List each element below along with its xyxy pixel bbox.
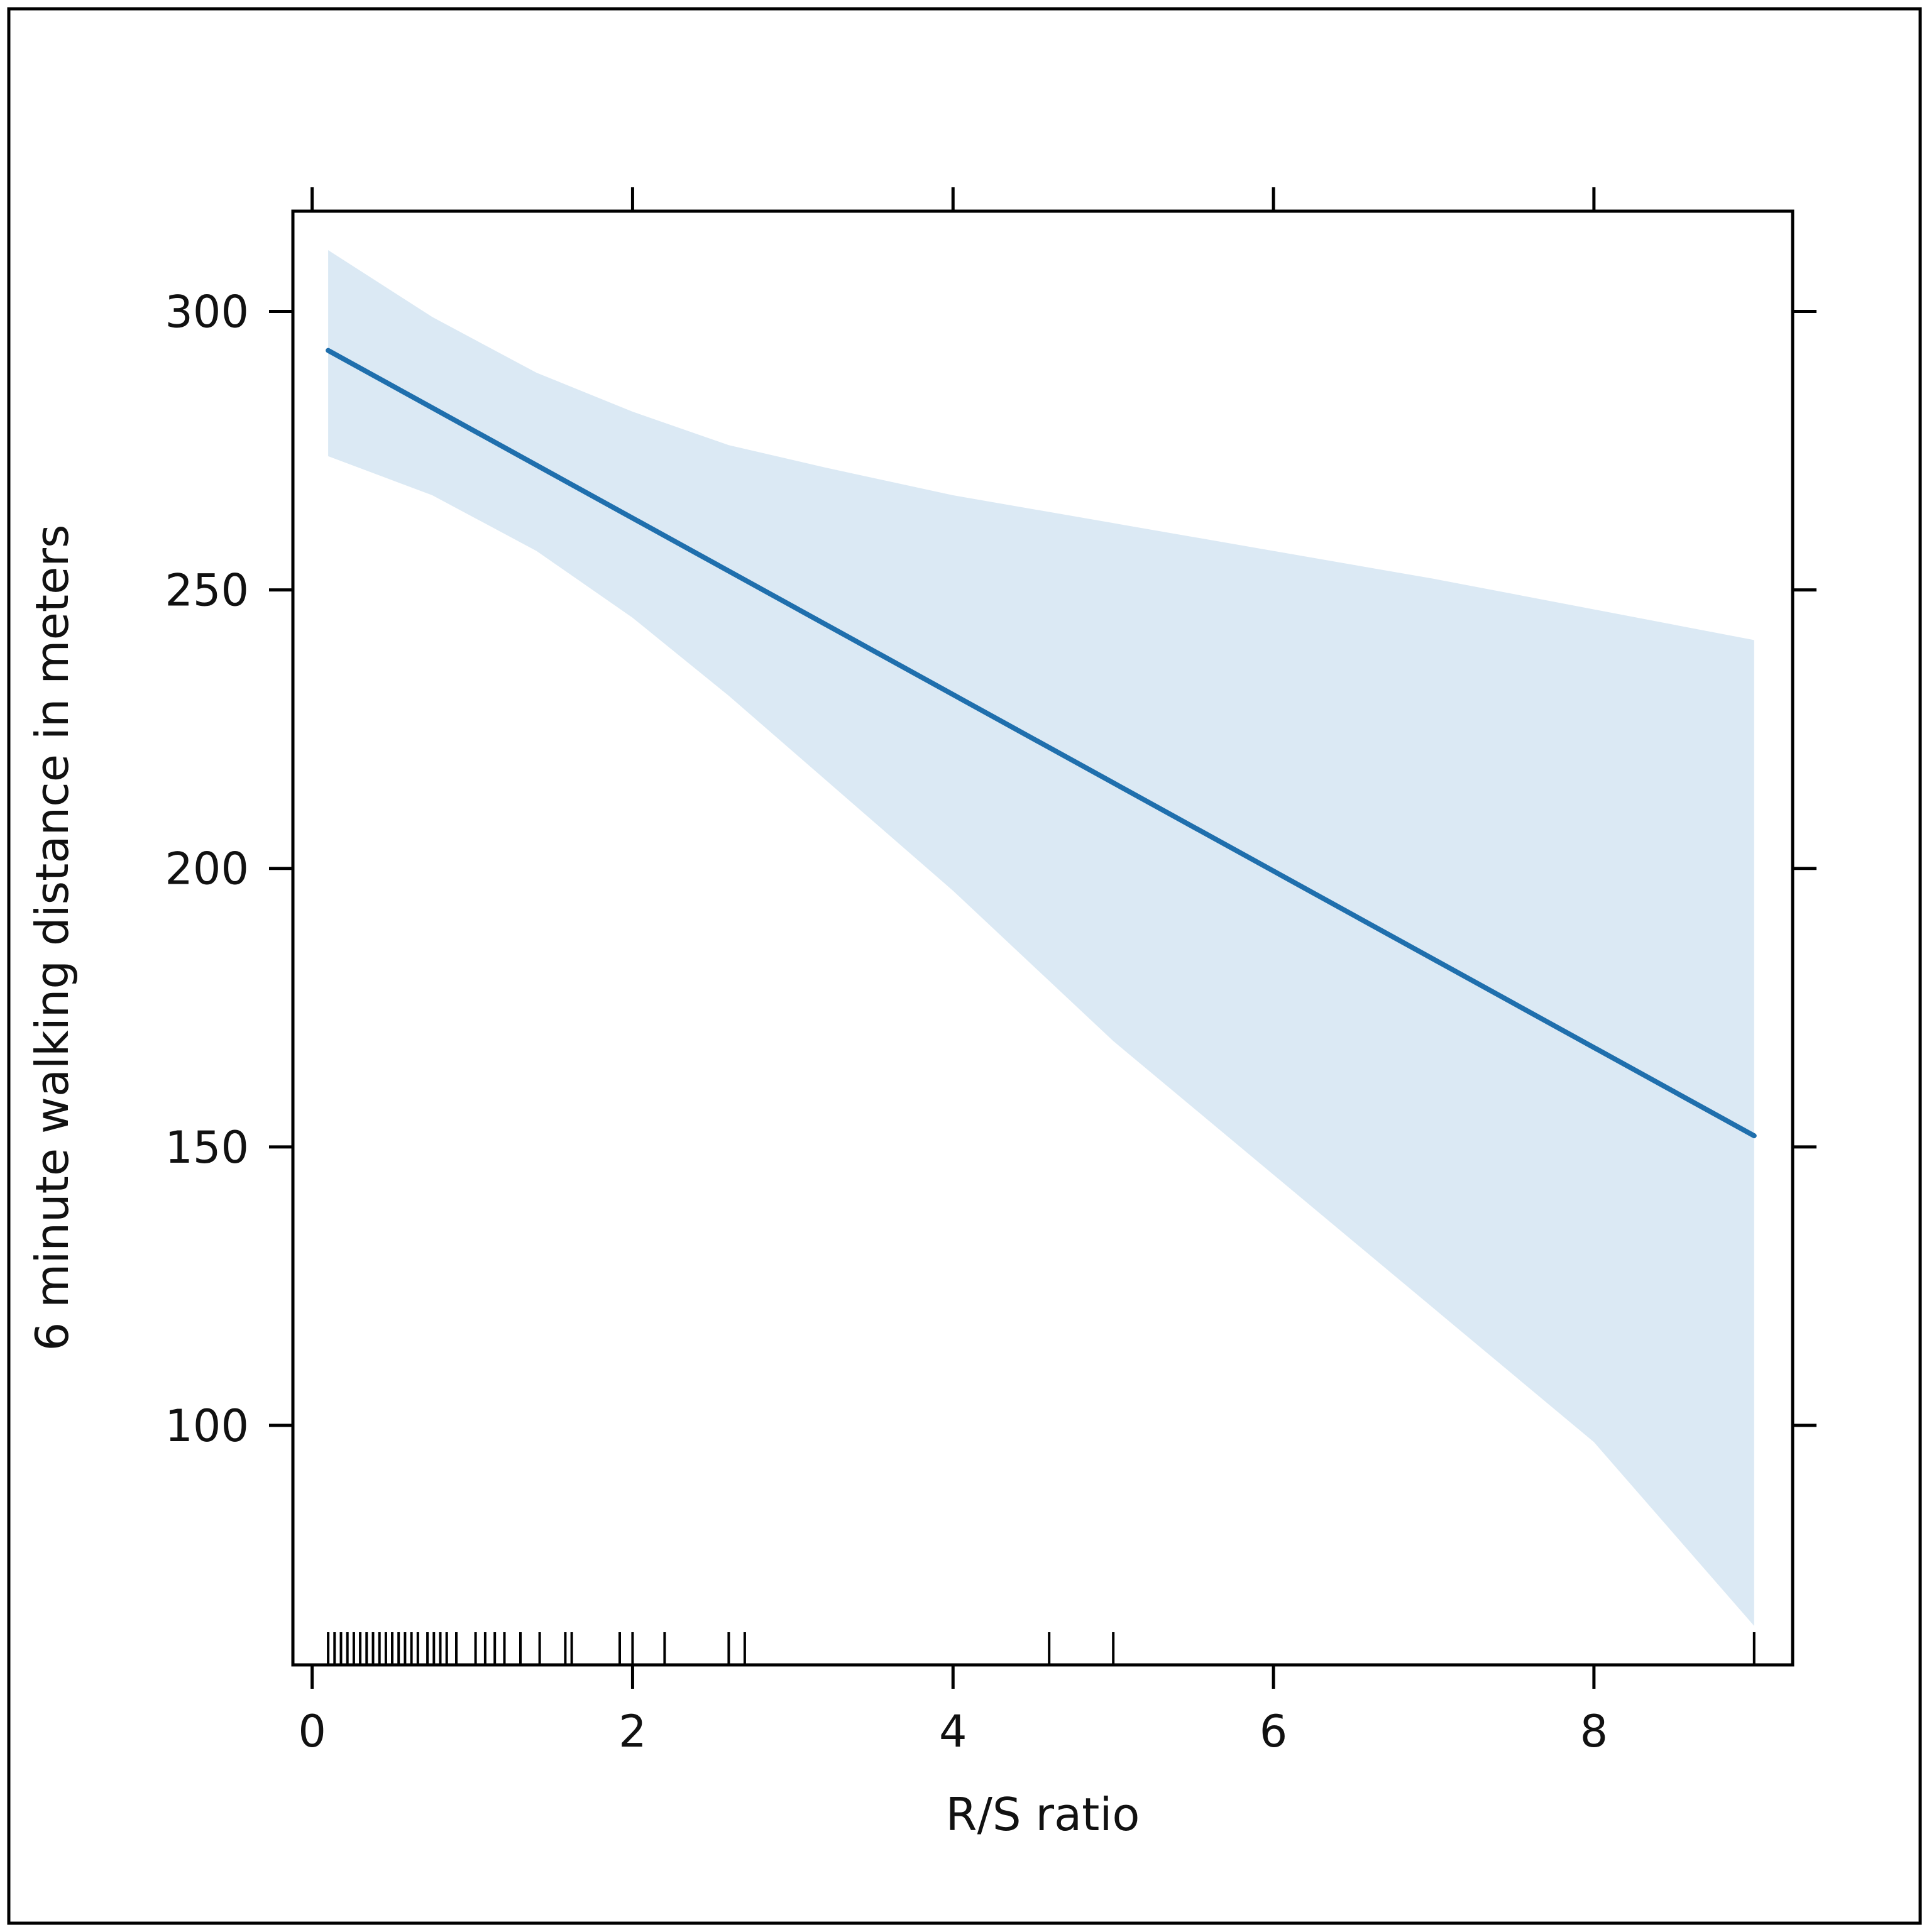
plot-frame: [291, 209, 1794, 1667]
x-tick-label: 0: [298, 1706, 326, 1757]
fit-line-layer: [326, 348, 1757, 1139]
confidence-band: [328, 250, 1754, 1626]
x-tick-label: 4: [939, 1706, 967, 1757]
x-tick-label: 2: [618, 1706, 647, 1757]
tick-label-layer: 0 2 4 6 8 100 150 200 250 300: [165, 287, 1608, 1757]
y-axis-title: 6 minute walking distance in meters: [26, 524, 79, 1351]
rug-layer: [327, 1632, 1756, 1665]
y-tick-label: 100: [165, 1400, 249, 1452]
x-tick-label: 6: [1260, 1706, 1288, 1757]
y-tick-label: 300: [165, 287, 249, 338]
y-tick-label: 150: [165, 1122, 249, 1173]
y-tick-label: 250: [165, 565, 249, 617]
tick-layer: [269, 187, 1816, 1689]
y-tick-label: 200: [165, 843, 249, 895]
fit-line-0: [326, 348, 1757, 1139]
confidence-band-layer: [328, 250, 1754, 1626]
x-axis-title: R/S ratio: [946, 1788, 1140, 1841]
x-tick-label: 8: [1580, 1706, 1608, 1757]
